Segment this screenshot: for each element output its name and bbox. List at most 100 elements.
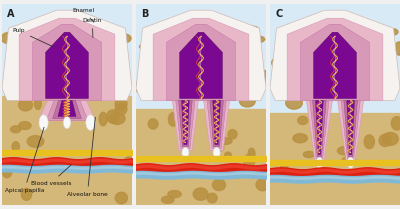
Ellipse shape xyxy=(212,144,224,152)
Ellipse shape xyxy=(136,80,144,93)
Ellipse shape xyxy=(286,97,302,109)
Ellipse shape xyxy=(364,64,377,78)
Text: Pulp: Pulp xyxy=(12,28,54,47)
Ellipse shape xyxy=(86,115,95,130)
Polygon shape xyxy=(176,101,195,149)
Ellipse shape xyxy=(21,188,32,200)
Ellipse shape xyxy=(39,115,48,130)
Ellipse shape xyxy=(316,157,323,168)
Polygon shape xyxy=(172,101,198,151)
Polygon shape xyxy=(58,101,76,117)
Ellipse shape xyxy=(213,147,220,158)
Ellipse shape xyxy=(303,151,315,158)
Text: Dentin: Dentin xyxy=(82,18,102,38)
Ellipse shape xyxy=(338,147,353,155)
Ellipse shape xyxy=(383,173,399,179)
Ellipse shape xyxy=(21,161,28,171)
Polygon shape xyxy=(182,101,189,145)
Text: A: A xyxy=(7,9,15,19)
Ellipse shape xyxy=(253,70,269,84)
Ellipse shape xyxy=(89,44,104,51)
Ellipse shape xyxy=(182,147,189,158)
Ellipse shape xyxy=(2,165,12,178)
Ellipse shape xyxy=(193,188,208,200)
Ellipse shape xyxy=(120,64,128,75)
Ellipse shape xyxy=(27,136,44,147)
Bar xyxy=(136,108,266,205)
Ellipse shape xyxy=(162,196,174,203)
Text: Enamel: Enamel xyxy=(72,8,94,22)
Polygon shape xyxy=(338,101,364,161)
Polygon shape xyxy=(310,101,329,159)
Polygon shape xyxy=(300,24,370,101)
Ellipse shape xyxy=(168,190,181,198)
Polygon shape xyxy=(344,101,357,157)
Ellipse shape xyxy=(115,104,127,115)
Ellipse shape xyxy=(146,76,154,84)
Ellipse shape xyxy=(298,116,308,125)
Ellipse shape xyxy=(119,34,131,43)
Ellipse shape xyxy=(379,134,391,147)
Polygon shape xyxy=(2,10,132,101)
Polygon shape xyxy=(287,18,383,101)
Polygon shape xyxy=(166,24,236,101)
Ellipse shape xyxy=(115,192,128,204)
Ellipse shape xyxy=(1,32,17,44)
Polygon shape xyxy=(341,101,360,159)
Polygon shape xyxy=(46,32,88,98)
Ellipse shape xyxy=(18,99,32,111)
Ellipse shape xyxy=(248,36,265,43)
Text: B: B xyxy=(141,9,148,19)
Ellipse shape xyxy=(248,148,255,160)
Polygon shape xyxy=(46,101,88,121)
Polygon shape xyxy=(38,101,96,121)
Ellipse shape xyxy=(34,98,41,110)
Polygon shape xyxy=(207,101,226,149)
Ellipse shape xyxy=(10,126,21,133)
Text: Apical papilla: Apical papilla xyxy=(5,127,44,193)
Ellipse shape xyxy=(111,54,118,60)
Ellipse shape xyxy=(379,175,396,181)
Polygon shape xyxy=(314,32,356,98)
Polygon shape xyxy=(347,101,354,155)
Ellipse shape xyxy=(64,116,70,129)
Ellipse shape xyxy=(276,56,290,62)
Ellipse shape xyxy=(225,152,231,158)
Polygon shape xyxy=(32,24,102,101)
Polygon shape xyxy=(179,101,192,147)
Ellipse shape xyxy=(380,89,395,98)
Ellipse shape xyxy=(299,25,311,38)
Ellipse shape xyxy=(347,157,354,168)
Ellipse shape xyxy=(293,57,308,70)
Ellipse shape xyxy=(282,75,294,83)
Ellipse shape xyxy=(24,57,40,71)
Ellipse shape xyxy=(281,163,288,171)
Polygon shape xyxy=(210,101,223,147)
Ellipse shape xyxy=(148,119,158,129)
Ellipse shape xyxy=(242,57,256,65)
Ellipse shape xyxy=(380,61,397,75)
Ellipse shape xyxy=(280,83,295,91)
Polygon shape xyxy=(316,101,323,155)
Ellipse shape xyxy=(377,46,392,55)
Ellipse shape xyxy=(207,193,217,203)
Ellipse shape xyxy=(382,133,398,145)
Ellipse shape xyxy=(115,97,127,111)
Polygon shape xyxy=(306,101,332,161)
Ellipse shape xyxy=(240,96,255,107)
Polygon shape xyxy=(180,32,222,98)
Ellipse shape xyxy=(12,142,20,152)
Ellipse shape xyxy=(388,29,398,35)
Ellipse shape xyxy=(144,43,153,52)
Polygon shape xyxy=(19,18,115,101)
Ellipse shape xyxy=(246,26,259,33)
Ellipse shape xyxy=(272,57,284,68)
Ellipse shape xyxy=(244,154,255,168)
Polygon shape xyxy=(53,101,81,119)
Ellipse shape xyxy=(256,179,269,191)
Text: C: C xyxy=(275,9,282,19)
Polygon shape xyxy=(136,10,266,101)
Bar xyxy=(2,97,132,205)
Ellipse shape xyxy=(107,110,119,123)
Bar xyxy=(270,112,400,205)
